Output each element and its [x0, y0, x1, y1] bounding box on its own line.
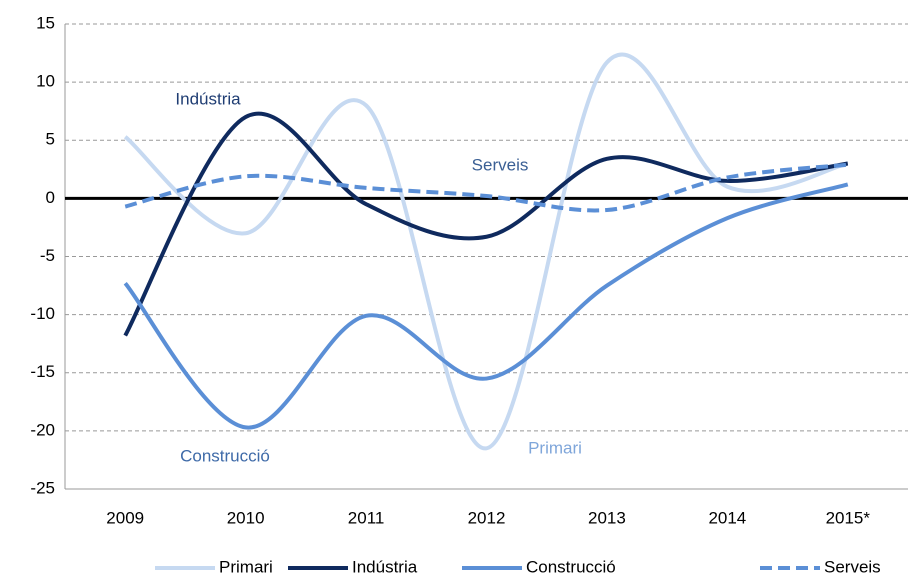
- annotation: Construcció: [180, 446, 270, 465]
- y-tick-label: 10: [36, 72, 55, 91]
- x-tick-label: 2010: [227, 508, 265, 527]
- legend-label: Indústria: [352, 557, 418, 576]
- x-tick-label: 2009: [106, 508, 144, 527]
- y-tick-label: -25: [30, 478, 55, 497]
- x-tick-label: 2011: [348, 508, 385, 527]
- y-tick-label: -20: [30, 420, 55, 439]
- annotation: Indústria: [175, 89, 241, 108]
- annotation: Primari: [528, 438, 582, 457]
- series-line: [123, 182, 849, 430]
- y-tick-label: 5: [46, 130, 55, 149]
- x-tick-label: 2014: [708, 508, 746, 527]
- y-tick-label: 0: [46, 188, 55, 207]
- x-tick-label: 2012: [468, 508, 506, 527]
- legend-label: Primari: [219, 557, 273, 576]
- y-tick-label: -15: [30, 362, 55, 381]
- x-tick-label: 2013: [588, 508, 626, 527]
- x-tick-label: 2015*: [826, 508, 871, 527]
- y-tick-label: -5: [40, 246, 55, 265]
- series-line: [123, 111, 849, 337]
- series-line: [124, 162, 848, 213]
- series-line: [123, 52, 849, 451]
- legend-label: Serveis: [824, 557, 881, 576]
- y-tick-label: 15: [36, 13, 55, 32]
- annotation: Serveis: [472, 155, 529, 174]
- y-tick-label: -10: [30, 304, 55, 323]
- legend-label: Construcció: [526, 557, 616, 576]
